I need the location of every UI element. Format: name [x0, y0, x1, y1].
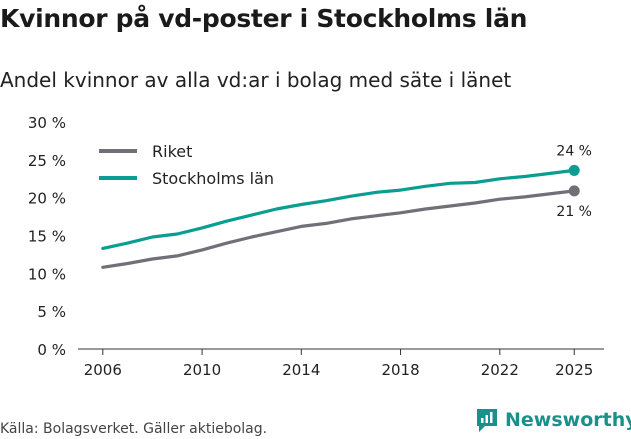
y-tick-label: 0 % [37, 341, 66, 359]
x-tick-label: 2025 [555, 361, 593, 379]
chart-subtitle: Andel kvinnor av alla vd:ar i bolag med … [0, 68, 512, 92]
y-tick-label: 10 % [28, 265, 66, 283]
legend-label-riket: Riket [152, 142, 192, 161]
end-point-riket [568, 185, 580, 197]
x-axis: 2006 2010 2014 2018 2022 2025 [78, 348, 604, 379]
end-label-stockholm: 24 % [556, 143, 592, 159]
legend-label-stockholm: Stockholms län [152, 169, 274, 188]
legend: Riket Stockholms län [99, 142, 274, 188]
x-tick-label: 2010 [183, 361, 221, 379]
y-tick-label: 15 % [28, 228, 66, 246]
series-lines: 21 % 24 % [101, 143, 592, 269]
y-axis: 0 % 5 % 10 % 15 % 20 % 25 % 30 % [28, 114, 66, 359]
x-tick-label: 2018 [381, 361, 419, 379]
end-label-riket: 21 % [556, 204, 592, 220]
x-tick-label: 2006 [84, 361, 122, 379]
source-note: Källa: Bolagsverket. Gäller aktiebolag. [0, 421, 268, 437]
y-tick-label: 5 % [37, 303, 66, 321]
chart-title: Kvinnor på vd-poster i Stockholms län [0, 4, 528, 33]
x-tick-label: 2022 [481, 361, 519, 379]
y-tick-label: 30 % [28, 114, 66, 132]
x-tick-label: 2014 [282, 361, 320, 379]
series-line-riket [101, 189, 576, 269]
y-tick-label: 20 % [28, 190, 66, 208]
newsworthy-logo: Newsworthy [475, 407, 631, 433]
brand-name: Newsworthy [505, 409, 631, 431]
end-point-stockholm [568, 164, 580, 176]
newsworthy-icon [477, 409, 497, 432]
line-chart: 0 %5 %10 %15 %20 %25 %30 % 2006 2010 2014 2… [28, 114, 604, 379]
y-tick-label: 25 % [28, 152, 66, 170]
series-line-stockholm [101, 168, 576, 250]
